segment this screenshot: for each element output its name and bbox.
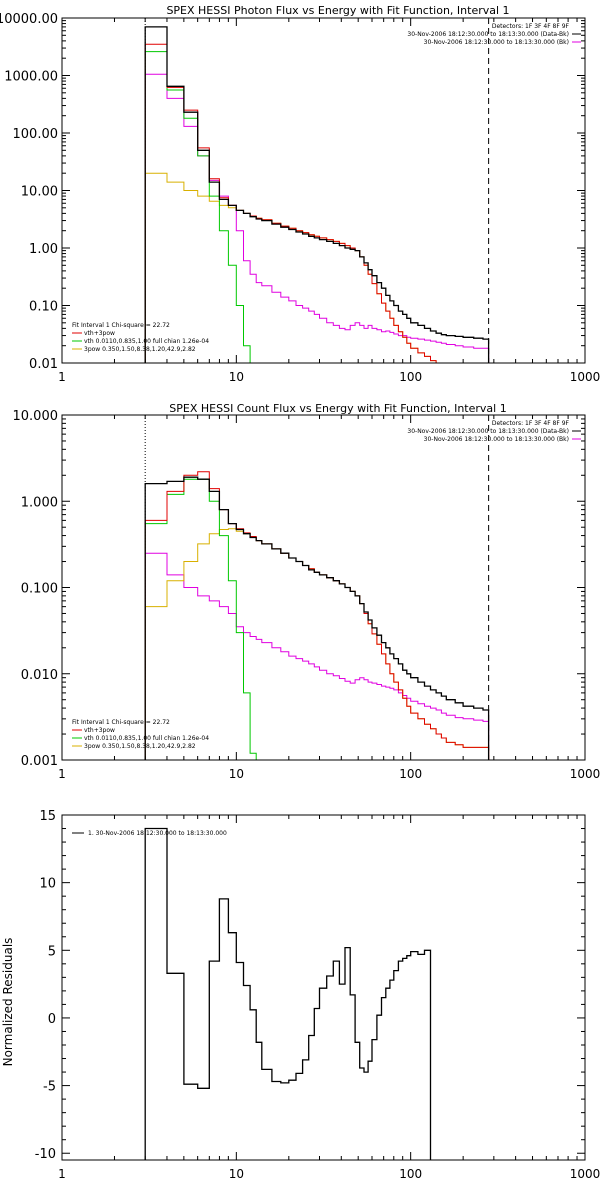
x-tick-label: 100: [399, 370, 422, 384]
residuals-legend: 1. 30-Nov-2006 18:12:30.000 to 18:13:30.…: [72, 830, 227, 837]
legend-entry: 30-Nov-2006 18:12:30.000 to 18:13:30.000…: [424, 39, 569, 46]
series-total: [144, 471, 490, 760]
photon-flux-chart-title: SPEX HESSI Photon Flux vs Energy with Fi…: [166, 4, 509, 17]
legend-entry: 3pow 0.350,1.50,8.38,1.20,42.9,2.82: [84, 743, 196, 750]
legend-entry: Detectors: 1F 3F 4F 8F 9F: [492, 23, 570, 30]
x-tick-label: 100: [399, 1167, 422, 1181]
y-tick-label: 0.01: [29, 357, 58, 372]
count-flux-axes: 1 10 100 1000 10.000 1.000 0.100 0.010 0.001: [13, 409, 600, 781]
y-tick-label: 0.010: [21, 668, 58, 683]
x-tick-label: 1000: [570, 1167, 600, 1181]
residuals-marks: [144, 827, 432, 1160]
y-tick-label: 10.000: [13, 409, 59, 424]
y-tick-label: -10: [35, 1147, 56, 1162]
y-tick-label: 1.00: [29, 242, 58, 257]
series-data: [144, 476, 490, 760]
photon-flux-marks: [144, 18, 490, 363]
series-total: [144, 43, 489, 363]
photon-flux-legend-bottom-left: Fit Interval 1 Chi-square = 22.72vth+3po…: [72, 322, 209, 353]
y-tick-label: 10000.00: [0, 12, 58, 27]
plot-frame: [61, 814, 586, 1161]
y-tick-label: 5: [48, 944, 56, 959]
x-tick-label: 1: [58, 767, 66, 781]
y-tick-label: 0.10: [29, 300, 58, 315]
legend-entry: Detectors: 1F 3F 4F 8F 9F: [492, 420, 570, 427]
plot-frame: [61, 414, 586, 761]
legend-entry: vth+3pow: [84, 727, 115, 734]
x-tick-label: 10: [229, 767, 244, 781]
x-tick-label: 10: [229, 1167, 244, 1181]
legend-entry: 30-Nov-2006 18:12:30.000 to 18:13:30.000…: [424, 436, 569, 443]
series-powerlaw: [144, 528, 490, 760]
residuals-chart: 1 10 100 1000 15 10 5 0 -5 -10 1. 30-Nov-2006 18:…: [1, 809, 600, 1181]
x-tick-label: 100: [399, 767, 422, 781]
count-flux-marks: [144, 415, 490, 760]
residuals-y-axis-label: Normalized Residuals: [1, 938, 15, 1067]
legend-entry: 30-Nov-2006 18:12:30.000 to 18:13:30.000…: [407, 428, 569, 435]
series-thermal: [144, 51, 489, 363]
legend-entry: Fit Interval 1 Chi-square = 22.72: [72, 322, 170, 329]
legend-entry: 30-Nov-2006 18:12:30.000 to 18:13:30.000…: [407, 31, 569, 38]
series-bk: [144, 552, 490, 760]
legend-entry: vth 0.0110,0.835,1.00 full chian 1.26e-0…: [84, 338, 209, 345]
legend-entry: vth 0.0110,0.835,1.00 full chian 1.26e-0…: [84, 735, 209, 742]
series-data: [144, 26, 490, 363]
legend-entry: Fit Interval 1 Chi-square = 22.72: [72, 719, 170, 726]
photon-flux-axes: 1 10 100 1000 10000.00 1000.00 100.00 10.00 1.00…: [0, 12, 600, 384]
count-flux-chart-title: SPEX HESSI Count Flux vs Energy with Fit…: [169, 402, 506, 415]
y-tick-label: 0.001: [21, 754, 58, 769]
x-tick-label: 1: [58, 1167, 66, 1181]
y-tick-label: 0: [48, 1012, 56, 1027]
y-tick-label: 1.000: [21, 495, 58, 510]
series-thermal: [144, 478, 489, 760]
legend-entry: 1. 30-Nov-2006 18:12:30.000 to 18:13:30.…: [88, 830, 227, 837]
y-tick-label: 100.00: [13, 127, 59, 142]
y-tick-label: 15: [39, 809, 56, 824]
count-flux-legend-bottom-left: Fit Interval 1 Chi-square = 22.72vth+3po…: [72, 719, 209, 750]
y-tick-label: 0.100: [21, 582, 58, 597]
x-tick-label: 1000: [570, 767, 600, 781]
legend-entry: vth+3pow: [84, 330, 115, 337]
series-bk: [144, 73, 490, 363]
x-tick-label: 1000: [570, 370, 600, 384]
y-tick-label: 1000.00: [4, 70, 58, 85]
y-tick-label: -5: [43, 1080, 56, 1095]
count-flux-chart: SPEX HESSI Count Flux vs Energy with Fit…: [13, 402, 600, 781]
y-tick-label: 10.00: [21, 185, 58, 200]
residuals-axes: 1 10 100 1000 15 10 5 0 -5 -10: [35, 809, 600, 1181]
series-data: [144, 827, 432, 1160]
plot-frame: [61, 17, 586, 364]
x-tick-label: 1: [58, 370, 66, 384]
photon-flux-chart: SPEX HESSI Photon Flux vs Energy with Fi…: [0, 4, 600, 384]
x-tick-label: 10: [229, 370, 244, 384]
series-powerlaw: [144, 172, 489, 363]
y-tick-label: 10: [39, 877, 56, 892]
legend-entry: 3pow 0.350,1.50,8.38,1.20,42.9,2.82: [84, 346, 196, 353]
